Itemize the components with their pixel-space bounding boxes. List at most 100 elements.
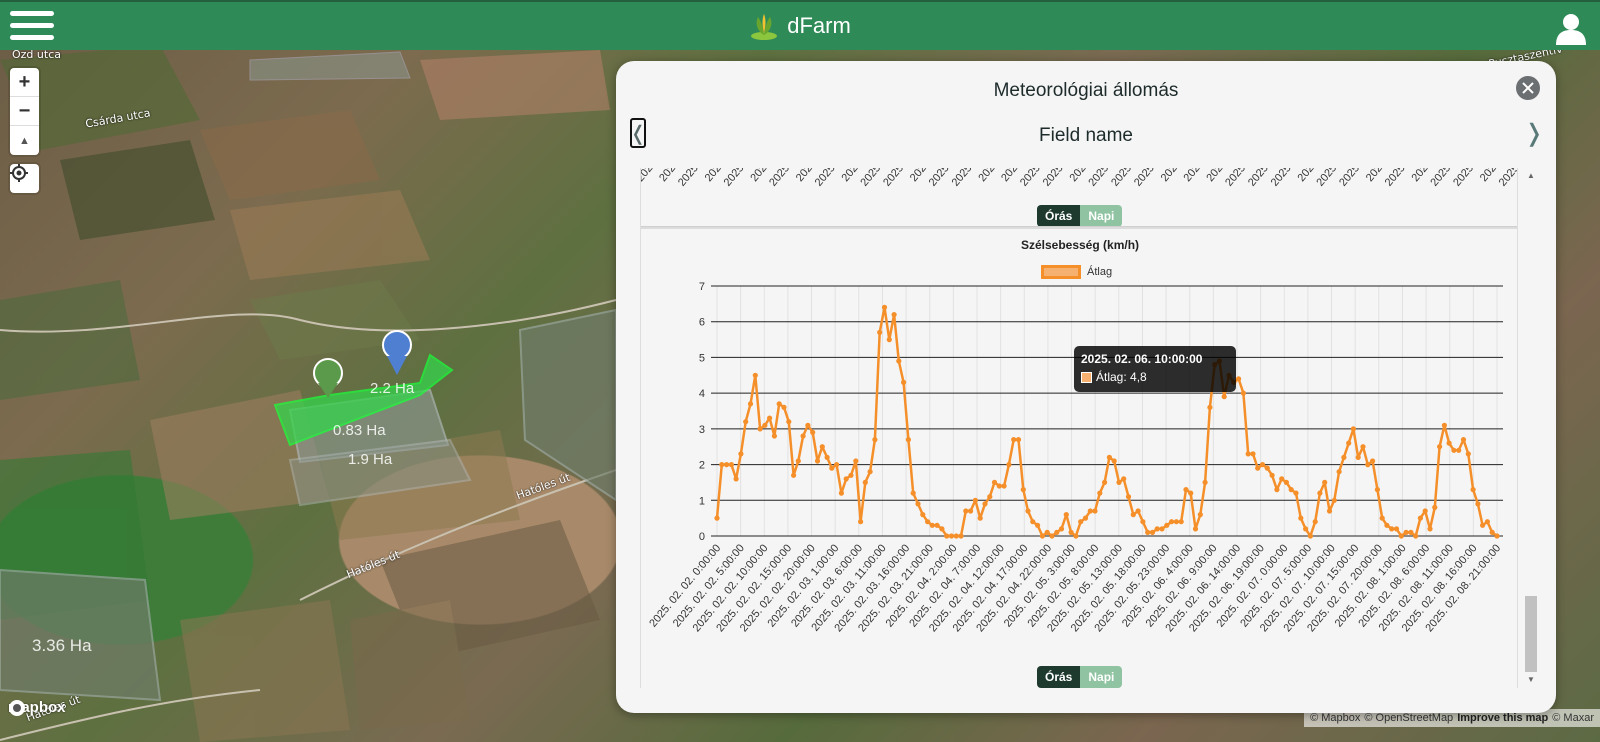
data-point[interactable] [1092,508,1098,514]
data-point[interactable] [1475,501,1481,507]
data-point[interactable] [1240,390,1246,396]
data-point[interactable] [1058,526,1065,532]
zoom-in-button[interactable]: + [10,68,39,97]
data-point[interactable] [733,476,739,482]
data-point[interactable] [795,458,801,464]
data-point[interactable] [819,444,825,450]
data-point[interactable] [1489,529,1495,535]
data-point[interactable] [1350,426,1356,432]
data-point[interactable] [1106,454,1112,460]
data-point[interactable] [743,419,749,425]
data-point[interactable] [1130,512,1136,518]
data-point[interactable] [1264,465,1270,471]
data-point[interactable] [1365,462,1371,468]
data-point[interactable] [1398,533,1404,539]
data-point[interactable] [1049,533,1055,539]
data-point[interactable] [901,379,907,385]
zoom-out-button[interactable]: − [10,97,39,126]
data-point[interactable] [1001,483,1007,489]
data-point[interactable] [991,479,998,485]
data-point[interactable] [1164,522,1170,528]
data-point[interactable] [963,508,969,514]
data-point[interactable] [968,508,974,514]
geolocate-button[interactable] [10,164,39,193]
scroll-down-icon[interactable]: ▼ [1527,675,1535,684]
data-point[interactable] [1188,490,1194,496]
data-point[interactable] [1298,515,1304,521]
data-point[interactable] [1460,437,1467,443]
data-point[interactable] [1269,472,1275,478]
improve-map-link[interactable]: Improve this map [1457,712,1549,724]
user-profile-button[interactable] [1554,11,1588,45]
attribution-mapbox-link[interactable]: © Mapbox [1310,712,1361,724]
prev-field-button[interactable]: ❬ [630,118,646,148]
data-point[interactable] [728,462,734,468]
daily-toggle-button[interactable]: Napi [1080,205,1123,227]
data-point[interactable] [1355,454,1361,460]
data-point[interactable] [738,451,744,457]
compass-button[interactable]: ▲ [10,126,39,155]
data-point[interactable] [1063,512,1069,518]
data-point[interactable] [1192,526,1199,532]
data-point[interactable] [1494,533,1500,539]
data-point[interactable] [1082,515,1089,521]
data-point[interactable] [867,469,873,475]
data-point[interactable] [891,312,897,318]
data-point[interactable] [1173,519,1179,525]
data-point[interactable] [862,479,868,485]
next-field-button[interactable]: ❭ [1524,118,1544,148]
data-point[interactable] [810,429,816,435]
daily-toggle-button[interactable]: Napi [1080,666,1123,688]
data-point[interactable] [776,401,782,407]
data-point[interactable] [1015,437,1022,443]
data-point[interactable] [1312,519,1318,525]
data-point[interactable] [881,304,888,310]
data-point[interactable] [1236,376,1242,382]
attribution-maxar-link[interactable]: © Maxar [1552,712,1594,724]
data-point[interactable] [1154,526,1160,532]
data-point[interactable] [781,404,787,410]
data-point[interactable] [853,458,859,464]
data-point[interactable] [1250,451,1256,457]
data-point[interactable] [1470,487,1476,493]
data-point[interactable] [1121,476,1127,482]
data-point[interactable] [948,533,955,539]
data-point[interactable] [1384,522,1390,528]
data-point[interactable] [1279,476,1285,482]
mapbox-logo[interactable]: mapbox [8,699,66,716]
hamburger-menu-button[interactable] [10,11,54,45]
data-point[interactable] [1087,508,1093,514]
data-point[interactable] [1140,519,1146,525]
data-point[interactable] [1078,519,1084,525]
data-point[interactable] [1125,494,1132,500]
data-point[interactable] [925,519,931,525]
data-point[interactable] [752,372,758,378]
data-point[interactable] [1102,479,1108,485]
hourly-toggle-button[interactable]: Órás [1037,205,1081,227]
data-point[interactable] [814,458,821,464]
scroll-up-icon[interactable]: ▲ [1527,171,1535,180]
data-point[interactable] [747,401,754,407]
data-point[interactable] [1346,440,1352,446]
data-point[interactable] [977,515,983,521]
data-point[interactable] [1408,529,1414,535]
data-point[interactable] [1068,529,1074,535]
data-point[interactable] [1336,469,1342,475]
charts-scroll-area[interactable]: 202 202 2025 202 2025 202 2025 202 2025 202 2025 20… [640,168,1518,688]
scrollbar-thumb[interactable] [1525,596,1537,672]
data-point[interactable] [791,472,797,478]
data-point[interactable] [1145,529,1151,535]
hourly-toggle-button[interactable]: Órás [1037,666,1081,688]
data-point[interactable] [1221,394,1227,400]
data-point[interactable] [1006,462,1012,468]
data-point[interactable] [939,526,945,532]
data-point[interactable] [953,533,959,539]
data-point[interactable] [1255,465,1261,471]
data-point[interactable] [877,329,883,335]
data-point[interactable] [982,501,988,507]
data-point[interactable] [1169,519,1175,525]
data-point[interactable] [1413,533,1419,539]
data-point[interactable] [800,433,806,439]
data-point[interactable] [1202,479,1208,485]
